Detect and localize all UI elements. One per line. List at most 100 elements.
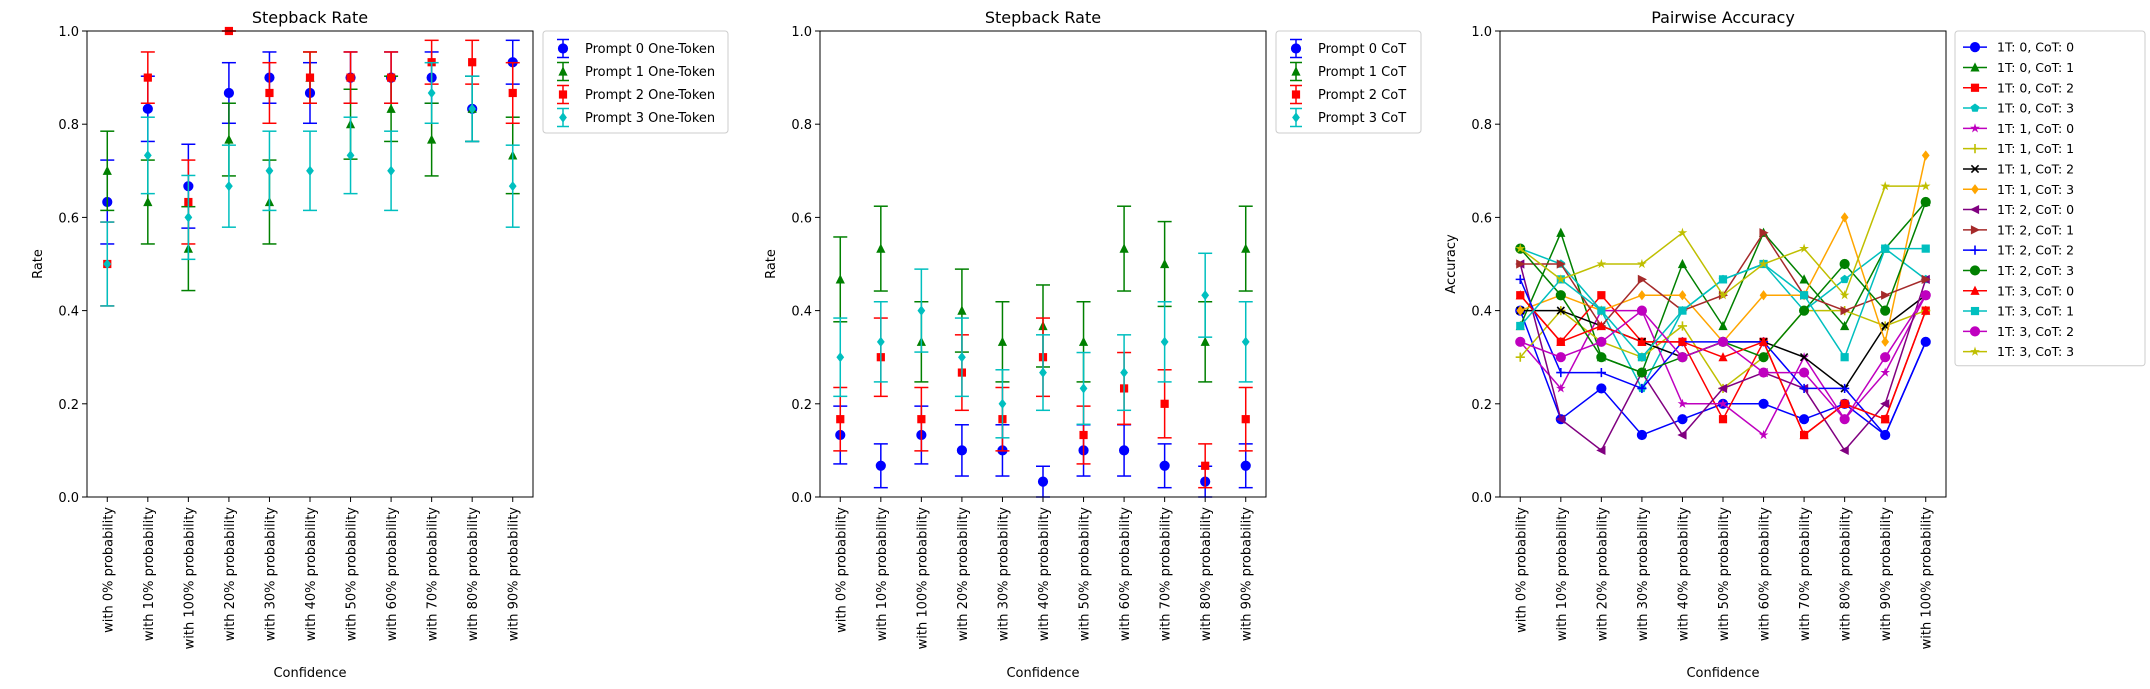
data-point [1921, 305, 1931, 315]
data-point [1596, 258, 1607, 269]
legend-item: 1T: 0, CoT: 2 [1963, 80, 2074, 95]
legend-marker [1970, 346, 1980, 356]
data-point [1678, 306, 1687, 315]
y-axis-label: Rate [31, 249, 46, 279]
data-point [1555, 383, 1566, 393]
data-point [508, 181, 517, 192]
legend-label: 1T: 0, CoT: 2 [1997, 80, 2074, 95]
x-axis-label: Confidence [1006, 666, 1079, 681]
data-point [1880, 352, 1891, 363]
data-point [1677, 398, 1688, 408]
data-point [1799, 429, 1809, 440]
data-point [305, 73, 315, 82]
plot-area [1515, 150, 1931, 455]
data-point [1880, 181, 1891, 191]
data-point [386, 103, 396, 113]
data-point [265, 165, 274, 176]
legend-item: 1T: 1, CoT: 2 [1963, 161, 2074, 176]
data-point [1079, 383, 1088, 394]
data-point [1241, 243, 1251, 253]
legend-item: Prompt 0 One-Token [557, 38, 715, 59]
data-point [427, 134, 437, 144]
y-tick-label: 0.6 [1471, 211, 1492, 226]
data-point [1840, 398, 1850, 408]
data-point [468, 103, 477, 114]
data-point [1798, 367, 1810, 378]
data-point [143, 196, 153, 207]
series-4 [100, 61, 520, 307]
data-point [1880, 414, 1890, 424]
legend-item: 1T: 1, CoT: 1 [1963, 141, 2074, 156]
x-tick-label: with 90% probability [1240, 507, 1255, 641]
data-point [346, 150, 355, 161]
data-point [1881, 336, 1890, 347]
legend-item: 1T: 2, CoT: 1 [1963, 222, 2074, 237]
data-point [1160, 399, 1169, 408]
data-point [1880, 367, 1891, 377]
x-tick-label: with 60% probability [1118, 507, 1133, 641]
axes-frame [819, 30, 1267, 498]
y-tick-label: 1.0 [791, 25, 812, 40]
y-tick-label: 0.6 [58, 211, 79, 226]
legend-marker [558, 66, 568, 76]
legend-label: 1T: 1, CoT: 1 [1997, 141, 2074, 156]
legend-marker [1969, 326, 1981, 337]
data-point [1677, 258, 1688, 269]
x-tick-label: with 100% probability [182, 507, 197, 650]
data-point [1159, 460, 1170, 471]
data-point [1839, 258, 1850, 270]
chart-1: Stepback Rate 0.0 0.2 0.4 0.6 0.8 1.0 with 0% p… [31, 8, 729, 681]
legend-item: 1T: 3, CoT: 3 [1963, 344, 2074, 359]
data-point [1921, 337, 1931, 347]
data-point [1556, 259, 1566, 269]
data-point [143, 150, 152, 161]
y-tick-label: 0.0 [58, 491, 79, 506]
data-point [387, 165, 395, 176]
legend-marker [1970, 245, 1980, 255]
legend-label: 1T: 3, CoT: 0 [1997, 283, 2074, 298]
legend-item: 1T: 3, CoT: 2 [1963, 324, 2074, 339]
legend-label: 1T: 1, CoT: 2 [1997, 161, 2074, 176]
legend-marker [1292, 112, 1300, 123]
data-point [997, 336, 1008, 346]
data-point [1636, 305, 1648, 316]
data-point [1515, 352, 1525, 362]
x-tick-label: with 70% probability [426, 507, 441, 641]
legend-item: 1T: 2, CoT: 3 [1963, 263, 2074, 278]
legend-item: Prompt 3 CoT [1290, 107, 1406, 128]
data-point [1160, 336, 1169, 347]
data-point [468, 58, 477, 67]
y-axis-label: Rate [764, 249, 779, 279]
legend: 1T: 0, CoT: 0 1T: 0, CoT: 1 1T: 0, CoT: 2 1… [1954, 30, 2146, 367]
x-tick-label: with 40% probability [1037, 507, 1052, 641]
legend-marker [558, 90, 568, 99]
data-point [1515, 274, 1525, 284]
data-point [1799, 243, 1809, 253]
data-point [1160, 258, 1170, 269]
legend-item: Prompt 1 CoT [1290, 61, 1406, 82]
y-tick-label: 0.2 [58, 398, 79, 413]
data-point [1718, 398, 1728, 408]
data-point [184, 212, 193, 223]
series-15 [1515, 290, 1931, 425]
data-point [1516, 305, 1525, 316]
legend-item: 1T: 0, CoT: 0 [1963, 40, 2074, 55]
y-tick-label: 0.0 [791, 491, 812, 506]
data-point [1677, 352, 1688, 363]
data-point [1880, 430, 1890, 440]
data-point [223, 87, 235, 99]
data-point [1799, 353, 1809, 362]
x-tick-label: with 90% probability [507, 507, 522, 641]
series-12 [1515, 196, 1931, 378]
data-point [1119, 243, 1129, 253]
y-tick-label: 0.0 [1471, 491, 1492, 506]
data-point [1039, 367, 1047, 378]
data-point [142, 103, 153, 114]
legend-label: Prompt 1 One-Token [585, 65, 715, 80]
data-point [1839, 445, 1849, 455]
legend-marker [1969, 265, 1981, 276]
y-tick-label: 0.4 [1471, 305, 1492, 320]
data-point [1516, 259, 1526, 269]
